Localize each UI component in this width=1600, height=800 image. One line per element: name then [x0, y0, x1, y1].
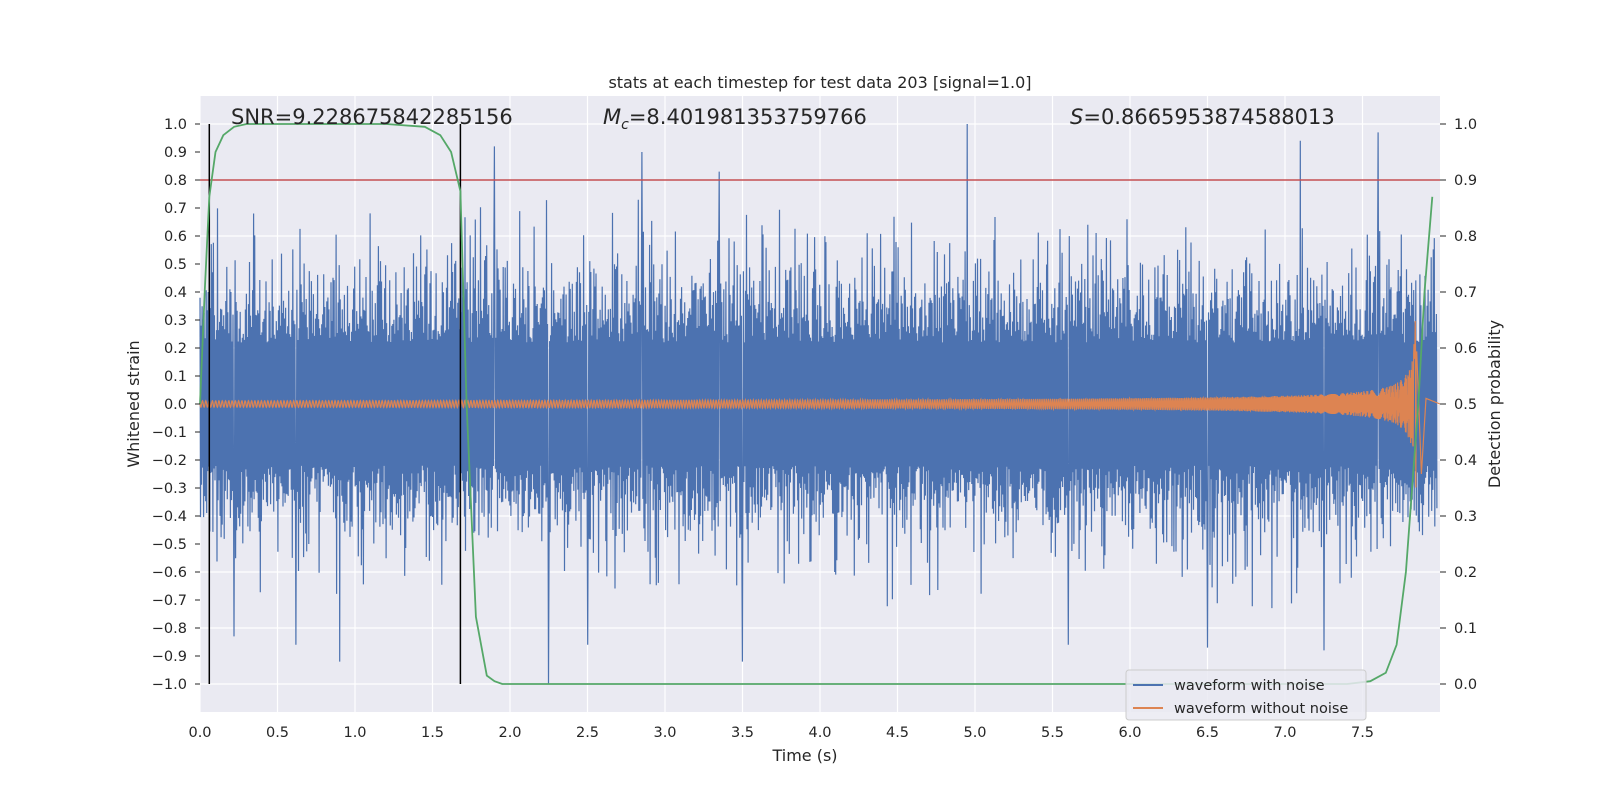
- y2-tick-label: 0.2: [1454, 565, 1477, 581]
- x-tick-label: 7.0: [1273, 725, 1296, 741]
- y-axis-label: Whitened strain: [124, 340, 143, 467]
- y-tick-label: 0.1: [164, 369, 187, 385]
- y-tick-label: 0.3: [164, 313, 187, 329]
- y-tick-label: 0.6: [164, 229, 187, 245]
- chart-title: stats at each timestep for test data 203…: [608, 73, 1031, 92]
- s-symbol: S: [1070, 105, 1083, 129]
- y2-tick-label: 0.3: [1454, 509, 1477, 525]
- y-tick-label: −0.1: [152, 425, 187, 441]
- y-tick-label: −0.6: [152, 565, 187, 581]
- x-tick-label: 2.5: [576, 725, 599, 741]
- legend-box: [1125, 669, 1367, 721]
- snr-annotation: SNR=9.228675842285156: [231, 105, 513, 129]
- legend-label-clean: waveform without noise: [1174, 701, 1348, 717]
- y-tick-label: −0.2: [152, 453, 187, 469]
- x-tick-label: 6.5: [1196, 725, 1219, 741]
- x-tick-label: 3.0: [653, 725, 676, 741]
- tick-labels: 0.0 0.5 1.0 1.5 2.0 2.5 3.0 3.5 4.0 4.5 5.0 5.5 6.0 6…: [152, 117, 1477, 741]
- x-tick-label: 4.5: [886, 725, 909, 741]
- y-tick-label: −0.3: [152, 481, 187, 497]
- y-tick-label: −0.4: [152, 509, 187, 525]
- series-line-detection-probability: [199, 123, 1434, 685]
- y2-tick-label: 1.0: [1454, 117, 1477, 133]
- x-tick-label: 3.5: [731, 725, 754, 741]
- y2-tick-label: 0.7: [1454, 285, 1477, 301]
- y-tick-label: 1.0: [164, 117, 187, 133]
- y-tick-label: 0.2: [164, 341, 187, 357]
- s-annotation: S=0.8665953874588013: [1070, 105, 1335, 129]
- x-tick-label: 2.0: [498, 725, 521, 741]
- y2-tick-label: 0.6: [1454, 341, 1477, 357]
- y2-tick-label: 0.0: [1454, 677, 1477, 693]
- x-tick-label: 5.0: [963, 725, 986, 741]
- y-tick-label: 0.5: [164, 257, 187, 273]
- y-tick-label: 0.4: [164, 285, 187, 301]
- overlay-lines: [199, 123, 1440, 685]
- legend: waveform with noise waveform without noi…: [1125, 669, 1367, 721]
- y-tick-label: −0.9: [152, 649, 187, 665]
- y-tick-label: −1.0: [152, 677, 187, 693]
- y-tick-label: 0.9: [164, 145, 187, 161]
- y2-axis-label: Detection probability: [1485, 320, 1504, 488]
- y2-tick-label: 0.9: [1454, 173, 1477, 189]
- s-value: =0.8665953874588013: [1083, 105, 1334, 129]
- y-tick-label: −0.7: [152, 593, 187, 609]
- x-tick-label: 6.0: [1118, 725, 1141, 741]
- chirp-mass-subscript: c: [621, 117, 629, 133]
- x-tick-label: 7.5: [1351, 725, 1374, 741]
- y-tick-label: −0.8: [152, 621, 187, 637]
- x-tick-label: 5.5: [1041, 725, 1064, 741]
- x-tick-label: 0.5: [266, 725, 289, 741]
- x-tick-label: 1.0: [343, 725, 366, 741]
- waveform-without-noise-series: [199, 321, 1441, 488]
- y2-tick-label: 0.1: [1454, 621, 1477, 637]
- series-line-waveform-without-noise: [199, 321, 1441, 488]
- x-tick-label: 0.0: [188, 725, 211, 741]
- y2-tick-label: 0.8: [1454, 229, 1477, 245]
- y2-tick-label: 0.4: [1454, 453, 1477, 469]
- x-axis-label: Time (s): [771, 746, 837, 765]
- y-tick-label: 0.7: [164, 201, 187, 217]
- y-tick-label: 0.0: [164, 397, 187, 413]
- chirp-mass-annotation: Mc=8.401981353759766: [603, 105, 867, 133]
- x-tick-label: 4.0: [808, 725, 831, 741]
- legend-label-noisy: waveform with noise: [1174, 678, 1325, 694]
- chirp-mass-value: =8.401981353759766: [629, 105, 867, 129]
- chirp-mass-symbol: M: [603, 105, 621, 129]
- y-tick-label: 0.8: [164, 173, 187, 189]
- y-tick-label: −0.5: [152, 537, 187, 553]
- y2-tick-label: 0.5: [1454, 397, 1477, 413]
- x-tick-label: 1.5: [421, 725, 444, 741]
